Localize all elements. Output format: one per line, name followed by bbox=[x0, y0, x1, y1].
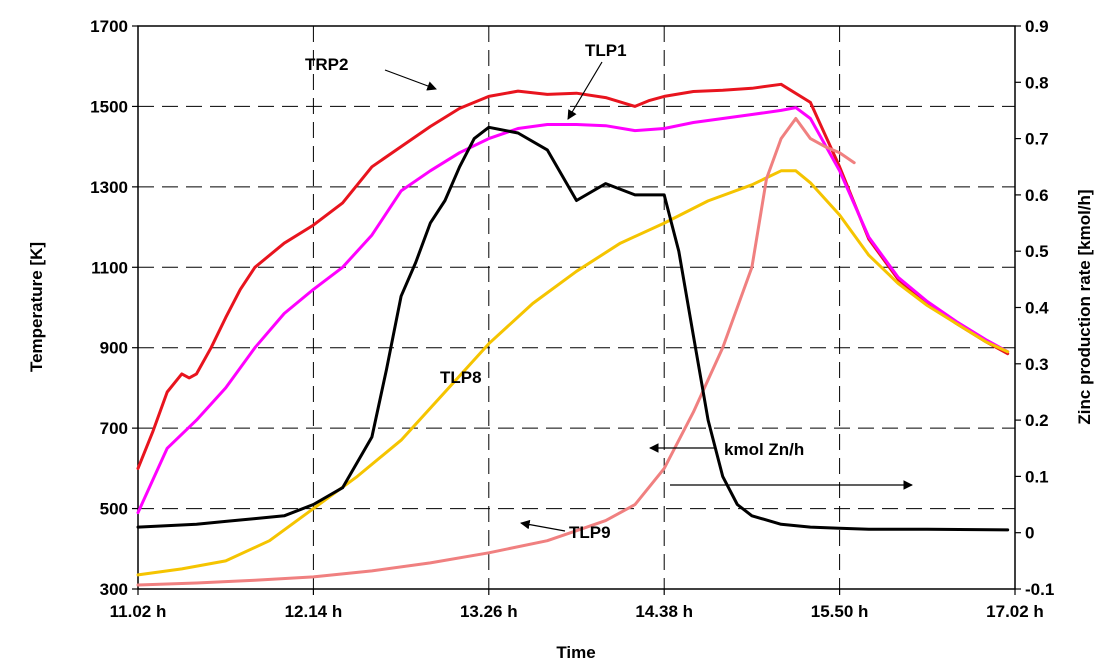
y-right-tick-label: 0.3 bbox=[1025, 355, 1049, 374]
y-right-tick-label: 0.1 bbox=[1025, 467, 1049, 486]
y-right-tick-label: -0.1 bbox=[1025, 580, 1054, 599]
x-tick-label: 17.02 h bbox=[986, 602, 1044, 621]
y-left-tick-label: 1700 bbox=[90, 17, 128, 36]
x-tick-label: 13.26 h bbox=[460, 602, 518, 621]
arrow-tlp9 bbox=[520, 519, 566, 532]
y-right-tick-label: 0.7 bbox=[1025, 130, 1049, 149]
y-left-tick-label: 1300 bbox=[90, 178, 128, 197]
y-left-tick-label: 500 bbox=[100, 500, 128, 519]
x-tick-label: 14.38 h bbox=[635, 602, 693, 621]
series-layer bbox=[136, 82, 1010, 587]
arrow-layer bbox=[384, 61, 913, 532]
y-right-tick-label: 0 bbox=[1025, 524, 1034, 543]
annotation-layer: TRP2 TLP1 TLP8 kmol Zn/h TLP9 bbox=[305, 41, 804, 542]
series-line-tlp1 bbox=[136, 106, 1010, 515]
y-right-tick-label: 0.6 bbox=[1025, 186, 1049, 205]
y-right-tick-label: 0.5 bbox=[1025, 242, 1049, 261]
grid-layer bbox=[138, 26, 1015, 589]
x-tick-label: 12.14 h bbox=[285, 602, 343, 621]
series-line-trp2 bbox=[136, 82, 1010, 470]
y-left-tick-label: 1100 bbox=[91, 258, 128, 277]
series-line-tlp8 bbox=[136, 169, 1010, 577]
y-right-tick-label: 0.9 bbox=[1025, 17, 1049, 36]
x-tick-label: 11.02 h bbox=[110, 602, 167, 621]
tick-layer: 300 500 700 900 1100 1300 1500 1700 -0.1 0 0.1 0.2 0… bbox=[90, 17, 1054, 621]
y-left-tick-label: 300 bbox=[100, 580, 128, 599]
plot-area bbox=[137, 25, 1016, 590]
annotation-tlp1: TLP1 bbox=[585, 41, 627, 60]
arrow-trp2 bbox=[384, 69, 437, 91]
y-left-tick-label: 700 bbox=[100, 419, 128, 438]
y-right-tick-label: 0.4 bbox=[1025, 299, 1049, 318]
series-line-tlp9 bbox=[136, 117, 856, 587]
arrow-tlp1 bbox=[567, 61, 603, 120]
y-axis-right-title: Zinc production rate [kmol/h] bbox=[1075, 189, 1094, 424]
y-axis-left-title: Temperature [K] bbox=[27, 242, 46, 372]
annotation-tlp8: TLP8 bbox=[440, 368, 482, 387]
annotation-trp2: TRP2 bbox=[305, 55, 348, 74]
annotation-tlp9: TLP9 bbox=[569, 523, 611, 542]
x-axis-title: Time bbox=[556, 643, 595, 662]
x-tick-label: 15.50 h bbox=[811, 602, 869, 621]
y-right-tick-label: 0.8 bbox=[1025, 73, 1049, 92]
series-line-kmol-zn-h bbox=[136, 125, 1010, 532]
annotation-kmol-zn: kmol Zn/h bbox=[724, 440, 804, 459]
y-right-tick-label: 0.2 bbox=[1025, 411, 1049, 430]
y-left-tick-label: 1500 bbox=[90, 97, 128, 116]
y-left-tick-label: 900 bbox=[100, 339, 128, 358]
